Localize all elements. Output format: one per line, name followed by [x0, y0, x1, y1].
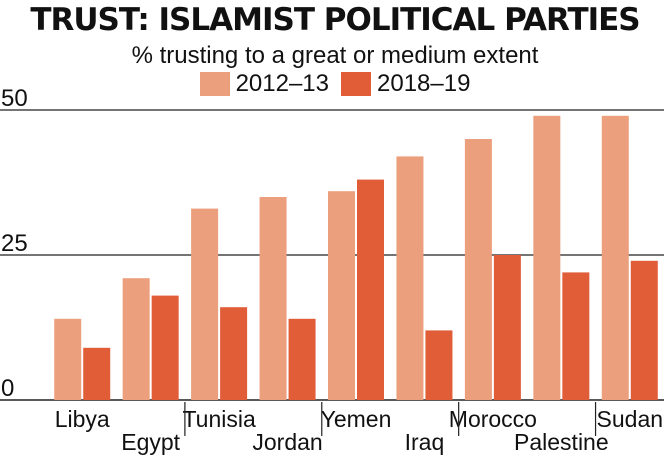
chart-title: TRUST: ISLAMIST POLITICAL PARTIES — [30, 2, 640, 38]
bar-morocco-2012-13 — [464, 139, 492, 400]
y-tick-label-25: 25 — [1, 230, 28, 257]
x-label-egypt: Egypt — [121, 429, 180, 455]
chart-subtitle: % trusting to a great or medium extent — [131, 42, 539, 69]
bar-iraq-2012-13 — [396, 156, 424, 400]
legend-label-2018-19: 2018–19 — [377, 70, 471, 97]
bar-tunisia-2012-13 — [191, 208, 219, 400]
x-label-libya: Libya — [55, 406, 110, 432]
bar-palestine-2018-19 — [562, 272, 590, 400]
bar-iraq-2018-19 — [425, 330, 453, 400]
legend-label-2012-13: 2012–13 — [235, 70, 329, 97]
bar-yemen-2012-13 — [328, 191, 355, 400]
bar-tunisia-2018-19 — [220, 307, 248, 400]
y-tick-label-0: 0 — [1, 375, 14, 402]
x-label-morocco: Morocco — [449, 406, 537, 432]
legend: 2012–13 2018–19 — [0, 70, 670, 98]
x-label-sudan: Sudan — [597, 406, 664, 432]
bar-jordan-2012-13 — [259, 197, 287, 400]
bar-libya-2018-19 — [83, 347, 111, 400]
legend-swatch-2012-13 — [199, 72, 230, 96]
bar-yemen-2018-19 — [357, 179, 384, 400]
x-label-jordan: Jordan — [252, 429, 322, 455]
x-label-yemen: Yemen — [321, 406, 392, 432]
x-label-tunisia: Tunisia — [182, 406, 255, 432]
bar-egypt-2012-13 — [122, 278, 150, 400]
bar-egypt-2018-19 — [151, 295, 179, 400]
bar-libya-2012-13 — [54, 318, 82, 400]
x-label-palestine: Palestine — [514, 429, 609, 455]
legend-swatch-2018-19 — [341, 72, 371, 96]
bar-palestine-2012-13 — [533, 115, 561, 401]
bar-jordan-2018-19 — [288, 318, 316, 400]
bar-morocco-2018-19 — [493, 255, 521, 400]
bar-sudan-2012-13 — [601, 115, 629, 401]
y-tick-label-50: 50 — [1, 85, 28, 112]
bar-sudan-2018-19 — [630, 260, 658, 400]
x-label-iraq: Iraq — [405, 429, 445, 455]
legend-item-2012-13: 2012–13 — [199, 70, 329, 98]
legend-item-2018-19: 2018–19 — [341, 70, 470, 98]
